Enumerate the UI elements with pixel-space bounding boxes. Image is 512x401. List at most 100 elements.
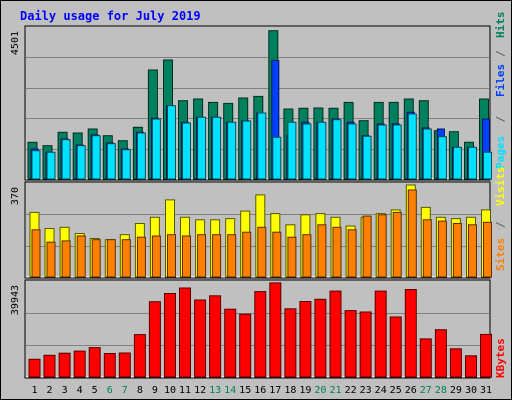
day-label: 18 [284, 385, 296, 396]
legend-item-files: Files [494, 64, 507, 97]
bar-sites-day-18 [287, 236, 297, 278]
bar-kbytes-day-8 [133, 334, 146, 378]
bar-kbytes-day-30 [465, 355, 477, 378]
day-label: 19 [299, 385, 311, 396]
bar-pages-day-7 [121, 149, 131, 180]
legend-kbytes: KBytes [494, 338, 507, 378]
day-label: 6 [107, 385, 113, 396]
bar-kbytes-day-29 [449, 348, 462, 378]
max-label-visitors: 370 [10, 187, 21, 205]
day-label: 14 [224, 385, 236, 396]
day-label: 27 [420, 385, 432, 396]
bar-pages-day-30 [468, 146, 477, 180]
day-label: 26 [405, 385, 417, 396]
bar-pages-day-27 [422, 128, 432, 180]
bar-kbytes-day-28 [434, 329, 447, 378]
bar-kbytes-day-14 [224, 308, 237, 378]
day-label: 30 [465, 385, 477, 396]
bar-kbytes-day-10 [164, 293, 176, 378]
day-label: 2 [46, 385, 52, 396]
bar-kbytes-day-4 [73, 350, 86, 378]
day-label: 17 [269, 385, 281, 396]
bar-pages-day-28 [437, 136, 447, 180]
day-label: 9 [152, 385, 158, 396]
bar-sites-day-23 [362, 215, 372, 278]
day-label: 29 [450, 385, 462, 396]
bar-kbytes-day-23 [359, 311, 372, 378]
max-label-traffic: 4501 [10, 31, 21, 55]
day-label: 11 [179, 385, 191, 396]
bar-sites-day-19 [302, 234, 312, 278]
series-pages [31, 105, 492, 180]
bar-kbytes-day-11 [179, 287, 191, 378]
day-label: 25 [390, 385, 402, 396]
bar-sites-day-31 [483, 221, 492, 278]
day-label: 20 [314, 385, 326, 396]
bar-sites-day-1 [31, 229, 41, 278]
bar-pages-day-20 [317, 121, 327, 180]
bar-kbytes-day-13 [209, 295, 222, 378]
day-label: 24 [375, 385, 387, 396]
bar-kbytes-day-31 [480, 333, 492, 378]
bar-sites-day-21 [332, 226, 342, 278]
bar-pages-day-17 [272, 136, 282, 180]
bar-sites-day-14 [227, 234, 237, 278]
day-label: 10 [164, 385, 176, 396]
bar-sites-day-9 [151, 235, 161, 278]
bar-pages-day-11 [182, 122, 191, 180]
day-label: 4 [77, 385, 83, 396]
bar-kbytes-day-19 [299, 301, 312, 378]
panel-traffic: 4501 [10, 25, 492, 181]
bar-sites-day-3 [61, 240, 71, 278]
bar-kbytes-day-5 [88, 347, 101, 378]
bar-sites-day-26 [407, 189, 417, 278]
bar-sites-day-24 [377, 214, 387, 278]
legend-item-pages: Pages [494, 136, 507, 169]
series-kbytes [28, 282, 492, 378]
bar-sites-day-13 [212, 234, 222, 278]
max-label-kbytes: 39943 [10, 285, 21, 315]
bar-kbytes-day-25 [389, 316, 402, 378]
bar-sites-day-17 [272, 231, 282, 278]
bar-pages-day-22 [347, 123, 357, 180]
bar-kbytes-day-15 [239, 313, 252, 378]
bar-kbytes-day-2 [43, 354, 56, 378]
bar-pages-day-21 [332, 119, 342, 180]
bar-kbytes-day-17 [269, 282, 282, 378]
bar-pages-day-31 [483, 151, 492, 180]
bar-kbytes-day-21 [329, 290, 342, 378]
day-label: 8 [137, 385, 143, 396]
legend-item-sites: Sites [494, 238, 507, 271]
bar-pages-day-19 [302, 123, 312, 180]
bar-kbytes-day-24 [374, 290, 387, 378]
series-sites [31, 189, 492, 278]
bar-kbytes-day-7 [118, 352, 131, 378]
chart-title: Daily usage for July 2019 [20, 9, 201, 23]
bar-sites-day-30 [468, 224, 477, 278]
bar-kbytes-day-3 [58, 352, 71, 378]
bar-pages-day-13 [212, 116, 222, 180]
bar-pages-day-3 [61, 139, 71, 180]
bar-pages-day-5 [91, 135, 101, 180]
bar-sites-day-2 [46, 241, 56, 278]
bar-pages-day-9 [151, 118, 161, 180]
bar-sites-day-10 [167, 234, 176, 278]
day-label: 5 [92, 385, 98, 396]
bar-sites-day-7 [121, 239, 131, 278]
legend-separator: / [494, 116, 507, 123]
bar-kbytes-day-20 [314, 298, 327, 378]
day-label: 12 [194, 385, 206, 396]
bar-kbytes-day-27 [419, 338, 432, 378]
bar-kbytes-day-12 [194, 299, 207, 378]
legend-separator: / [494, 221, 507, 228]
legend-traffic: Pages / Files / Hits [494, 12, 507, 170]
bar-kbytes-day-16 [254, 291, 267, 378]
bar-kbytes-day-9 [148, 301, 161, 378]
bar-pages-day-25 [392, 124, 402, 180]
bar-pages-day-18 [287, 121, 297, 180]
legend-separator: / [494, 50, 507, 57]
day-label: 28 [435, 385, 447, 396]
bar-pages-day-8 [136, 132, 146, 180]
day-label: 3 [62, 385, 68, 396]
